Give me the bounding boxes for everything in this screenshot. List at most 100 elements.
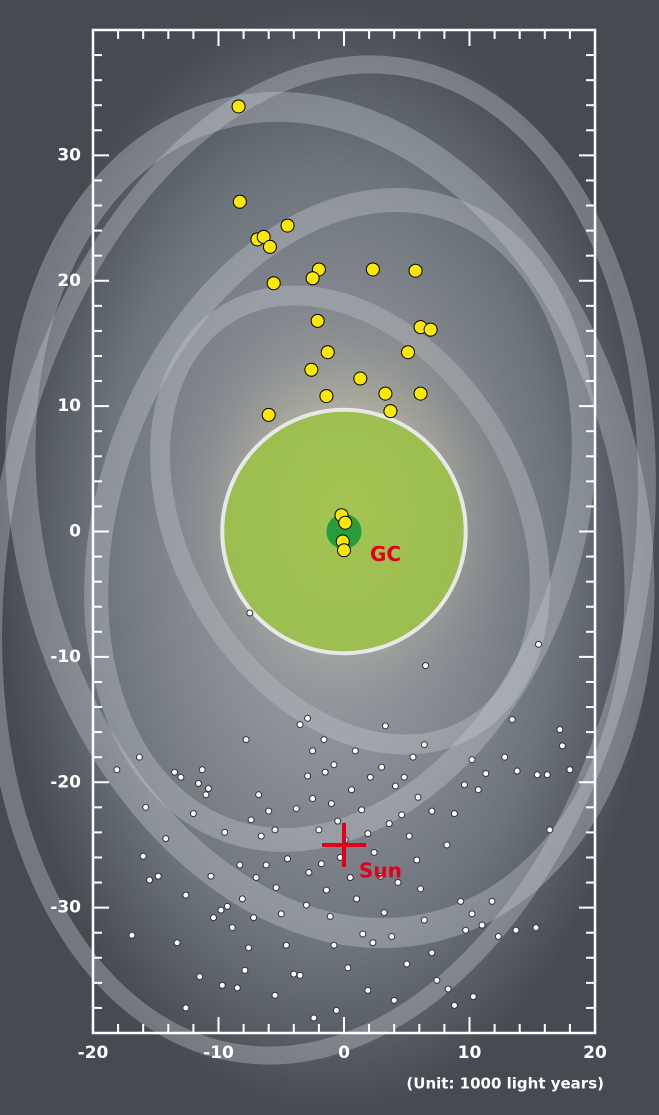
y-tick-label: 0 — [69, 522, 81, 542]
data-point — [195, 781, 201, 787]
data-point — [178, 774, 184, 780]
data-point — [273, 885, 279, 891]
data-point — [381, 910, 387, 916]
data-point — [354, 372, 367, 385]
y-tick-label: 10 — [57, 396, 81, 416]
data-point — [219, 982, 225, 988]
data-point — [199, 767, 205, 773]
data-point — [502, 754, 508, 760]
data-point — [256, 792, 262, 798]
data-point — [129, 932, 135, 938]
data-point — [305, 715, 311, 721]
y-tick-label: -20 — [50, 772, 81, 792]
data-point — [402, 346, 415, 359]
data-point — [461, 782, 467, 788]
data-point — [232, 100, 245, 113]
data-point — [205, 786, 211, 792]
data-point — [451, 811, 457, 817]
data-point — [475, 787, 481, 793]
data-point — [267, 277, 280, 290]
data-point — [391, 997, 397, 1003]
data-point — [114, 767, 120, 773]
data-point — [143, 804, 149, 810]
data-point — [424, 323, 437, 336]
data-point — [533, 925, 539, 931]
data-point — [371, 849, 377, 855]
data-point — [444, 842, 450, 848]
data-point — [272, 827, 278, 833]
data-point — [423, 663, 429, 669]
data-point — [379, 387, 392, 400]
data-point — [382, 723, 388, 729]
data-point — [513, 927, 519, 933]
data-point — [335, 818, 341, 824]
data-point — [384, 405, 397, 418]
data-point — [285, 856, 291, 862]
data-point — [366, 263, 379, 276]
data-point — [421, 742, 427, 748]
data-point — [339, 516, 352, 529]
data-point — [246, 945, 252, 951]
data-point — [559, 743, 565, 749]
data-point — [146, 877, 152, 883]
data-point — [392, 783, 398, 789]
data-point — [429, 950, 435, 956]
data-point — [190, 811, 196, 817]
data-point — [243, 737, 249, 743]
data-point — [272, 992, 278, 998]
data-point — [359, 807, 365, 813]
data-point — [354, 896, 360, 902]
data-point — [234, 985, 240, 991]
data-point — [421, 917, 427, 923]
data-point — [469, 911, 475, 917]
data-point — [218, 907, 224, 913]
data-point — [483, 770, 489, 776]
data-point — [415, 794, 421, 800]
data-point — [414, 857, 420, 863]
data-point — [320, 390, 333, 403]
data-point — [322, 769, 328, 775]
data-point — [239, 896, 245, 902]
unit-note: (Unit: 1000 light years) — [406, 1075, 604, 1093]
data-point — [208, 873, 214, 879]
x-tick-label: 20 — [583, 1043, 607, 1063]
data-point — [451, 1002, 457, 1008]
data-point — [338, 544, 351, 557]
data-point — [345, 965, 351, 971]
data-point — [251, 915, 257, 921]
data-point — [509, 717, 515, 723]
page: {"chart_data": { "type": "scatter", "xli… — [0, 0, 659, 1115]
data-point — [247, 610, 253, 616]
data-point — [293, 806, 299, 812]
data-point — [557, 727, 563, 733]
data-point — [410, 754, 416, 760]
data-point — [297, 722, 303, 728]
data-point — [331, 942, 337, 948]
data-point — [203, 792, 209, 798]
data-point — [140, 853, 146, 859]
data-point — [310, 748, 316, 754]
data-point — [310, 796, 316, 802]
x-tick-label: 10 — [458, 1043, 482, 1063]
data-point — [547, 827, 553, 833]
data-point — [321, 737, 327, 743]
data-point — [155, 873, 161, 879]
data-point — [183, 1005, 189, 1011]
data-point — [323, 887, 329, 893]
data-point — [386, 821, 392, 827]
data-point — [365, 831, 371, 837]
data-point — [136, 754, 142, 760]
data-point — [266, 808, 272, 814]
data-point — [495, 933, 501, 939]
data-point — [470, 994, 476, 1000]
data-point — [370, 940, 376, 946]
data-point — [434, 977, 440, 983]
data-point — [347, 875, 353, 881]
data-point — [174, 940, 180, 946]
x-tick-label: -20 — [78, 1043, 109, 1063]
data-point — [534, 772, 540, 778]
y-tick-label: 30 — [57, 145, 81, 165]
data-point — [321, 346, 334, 359]
x-tick-label: -10 — [203, 1043, 234, 1063]
data-point — [248, 817, 254, 823]
